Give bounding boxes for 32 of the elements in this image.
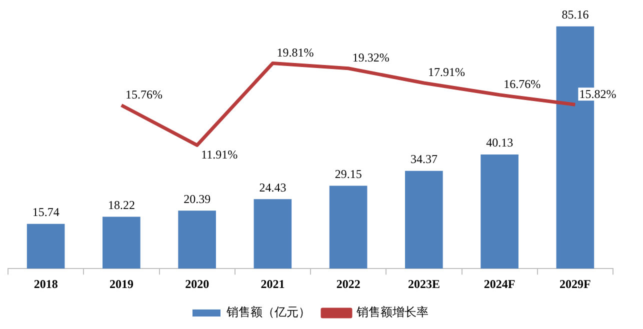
bar [254,199,292,269]
data-label: 17.91% [428,65,465,80]
data-label: 19.32% [352,50,390,65]
data-label: 20.39 [184,192,211,206]
bar [178,210,216,269]
x-tick-label: 2018 [34,276,58,291]
x-tick-label: 2020 [185,276,210,291]
data-label: 15.76% [125,87,162,102]
x-tick-label: 2029F [560,276,591,291]
data-label: 16.76% [504,77,541,92]
data-label: 19.81% [276,45,314,60]
bar [480,154,518,269]
data-label: 15.74 [32,204,60,219]
bar [102,216,140,269]
data-label: 18.22 [108,198,135,212]
x-tick-label: 2021 [260,276,285,291]
bar [26,224,65,269]
x-tick-label: 2022 [336,276,360,291]
data-label: 34.37 [410,152,438,166]
x-tick-label: 2019 [109,276,134,291]
bar [329,186,368,269]
x-tick-label: 2024F [484,276,516,291]
legend-label: 销售额（亿元） [226,305,310,320]
legend-label: 销售额增长率 [356,305,428,320]
bar [405,170,443,269]
x-tick-label: 2023E [408,276,440,291]
data-label: 24.43 [259,180,286,194]
data-label: 15.82% [579,86,616,101]
data-label: 11.91% [201,147,238,162]
data-label: 85.16 [562,8,589,22]
data-label: 40.13 [486,136,514,150]
data-label: 29.15 [334,166,362,181]
